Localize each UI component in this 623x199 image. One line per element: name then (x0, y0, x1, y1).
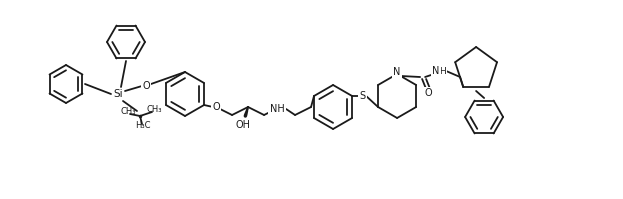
Text: O: O (424, 88, 432, 98)
Text: N: N (432, 66, 440, 76)
Text: O: O (142, 81, 150, 91)
Text: NH: NH (270, 104, 285, 114)
Text: N: N (393, 67, 401, 77)
Text: CH₃: CH₃ (120, 107, 136, 116)
Text: S: S (359, 91, 365, 101)
Text: OH: OH (235, 120, 250, 130)
Text: O: O (212, 102, 220, 112)
Text: Si: Si (113, 89, 123, 99)
Text: H₃C: H₃C (135, 122, 151, 131)
Text: CH₃: CH₃ (146, 105, 162, 114)
Text: H: H (439, 66, 445, 75)
